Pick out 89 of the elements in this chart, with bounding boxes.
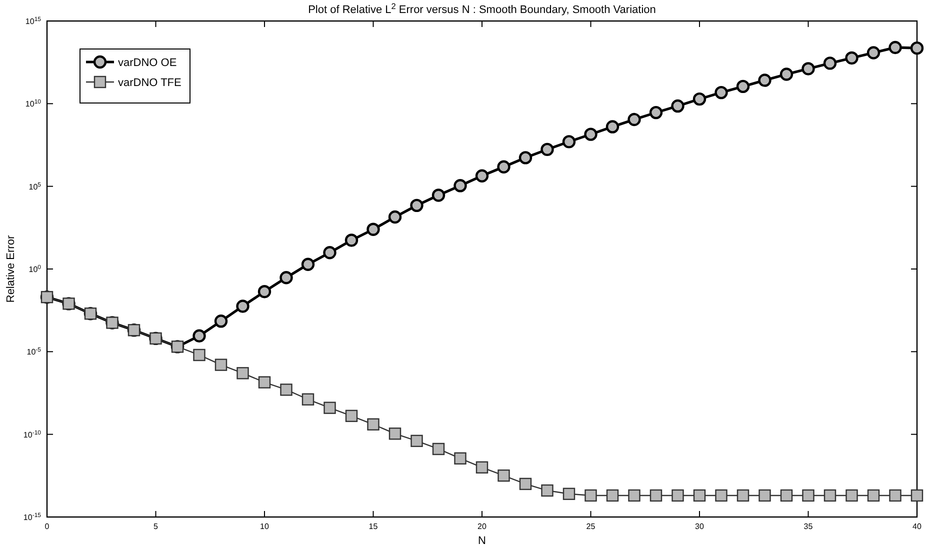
x-tick-label: 0 xyxy=(44,522,50,531)
point xyxy=(280,384,292,396)
point xyxy=(432,442,445,456)
point xyxy=(236,367,249,380)
point xyxy=(519,478,532,490)
point xyxy=(518,151,532,164)
point xyxy=(823,56,837,70)
x-tick-label: 35 xyxy=(804,522,814,531)
y-tick-label: 10$^{-10}$ xyxy=(23,429,42,440)
y-tick-label: 10$^{10}$ xyxy=(25,98,42,109)
x-tick-label: 25 xyxy=(586,522,596,531)
point xyxy=(606,489,619,502)
point xyxy=(345,410,358,422)
point xyxy=(454,452,466,465)
y-tick-label: 10$^{5}$ xyxy=(28,181,42,192)
point xyxy=(780,489,793,502)
point xyxy=(475,169,489,182)
point xyxy=(672,489,684,502)
point xyxy=(214,314,228,328)
point xyxy=(344,234,358,247)
y-tick-label: 10$^{15}$ xyxy=(25,16,42,26)
point xyxy=(388,210,402,224)
x-tick-label: 10 xyxy=(260,522,270,531)
point xyxy=(846,489,858,502)
x-tick-label: 5 xyxy=(154,522,159,531)
x-tick-label: 40 xyxy=(912,522,922,531)
point xyxy=(562,488,576,500)
point xyxy=(193,348,206,362)
point xyxy=(715,489,728,502)
point xyxy=(410,198,424,212)
point xyxy=(192,329,206,342)
point xyxy=(867,489,880,502)
point xyxy=(324,402,336,414)
point xyxy=(910,41,924,55)
point xyxy=(866,46,880,60)
point xyxy=(780,68,794,81)
point xyxy=(736,489,750,502)
point xyxy=(280,271,293,284)
point xyxy=(889,489,902,502)
y-tick-label: 10$^{-5}$ xyxy=(26,346,42,357)
point xyxy=(498,469,510,482)
point xyxy=(476,461,488,474)
point xyxy=(649,106,663,120)
point xyxy=(497,160,510,174)
point xyxy=(454,179,467,192)
point xyxy=(323,246,336,260)
chart-title: Plot of Relative L$^{2}$ Error versus N : Smooth Boundary, Smooth Variation xyxy=(308,2,656,16)
point xyxy=(258,284,272,298)
x-tick-label: 15 xyxy=(368,522,378,531)
point xyxy=(824,489,836,502)
x-tick-label: 20 xyxy=(478,522,487,531)
point xyxy=(910,489,924,502)
point xyxy=(432,188,446,202)
y-axis-title: Relative Error xyxy=(5,235,17,303)
point xyxy=(758,489,771,502)
point xyxy=(562,135,576,148)
y-tick-label: 10$^{-15}$ xyxy=(23,512,42,522)
point xyxy=(845,51,858,65)
point xyxy=(367,418,380,430)
point xyxy=(736,80,750,94)
point xyxy=(388,428,402,440)
x-tick-label: 30 xyxy=(695,522,704,531)
point xyxy=(606,120,620,134)
point xyxy=(758,74,772,87)
point xyxy=(584,128,598,141)
point xyxy=(693,489,706,502)
point xyxy=(301,258,315,271)
point xyxy=(366,222,380,236)
point xyxy=(302,393,314,406)
point xyxy=(802,489,814,502)
point xyxy=(714,86,728,100)
point xyxy=(258,376,271,388)
point xyxy=(410,434,423,448)
point xyxy=(628,489,640,502)
x-axis-title: N xyxy=(478,535,486,547)
point xyxy=(802,62,815,76)
legend-label: varDNO OE xyxy=(118,57,177,69)
point xyxy=(888,40,902,54)
point xyxy=(628,112,641,126)
y-tick-label: 10$^{0}$ xyxy=(28,264,42,274)
point xyxy=(540,142,554,156)
point xyxy=(214,358,228,371)
point xyxy=(650,489,662,502)
point xyxy=(671,99,684,113)
point xyxy=(236,300,250,313)
point xyxy=(584,489,597,502)
legend-label: varDNO TFE xyxy=(118,77,182,89)
point xyxy=(541,484,554,497)
point xyxy=(692,92,706,106)
